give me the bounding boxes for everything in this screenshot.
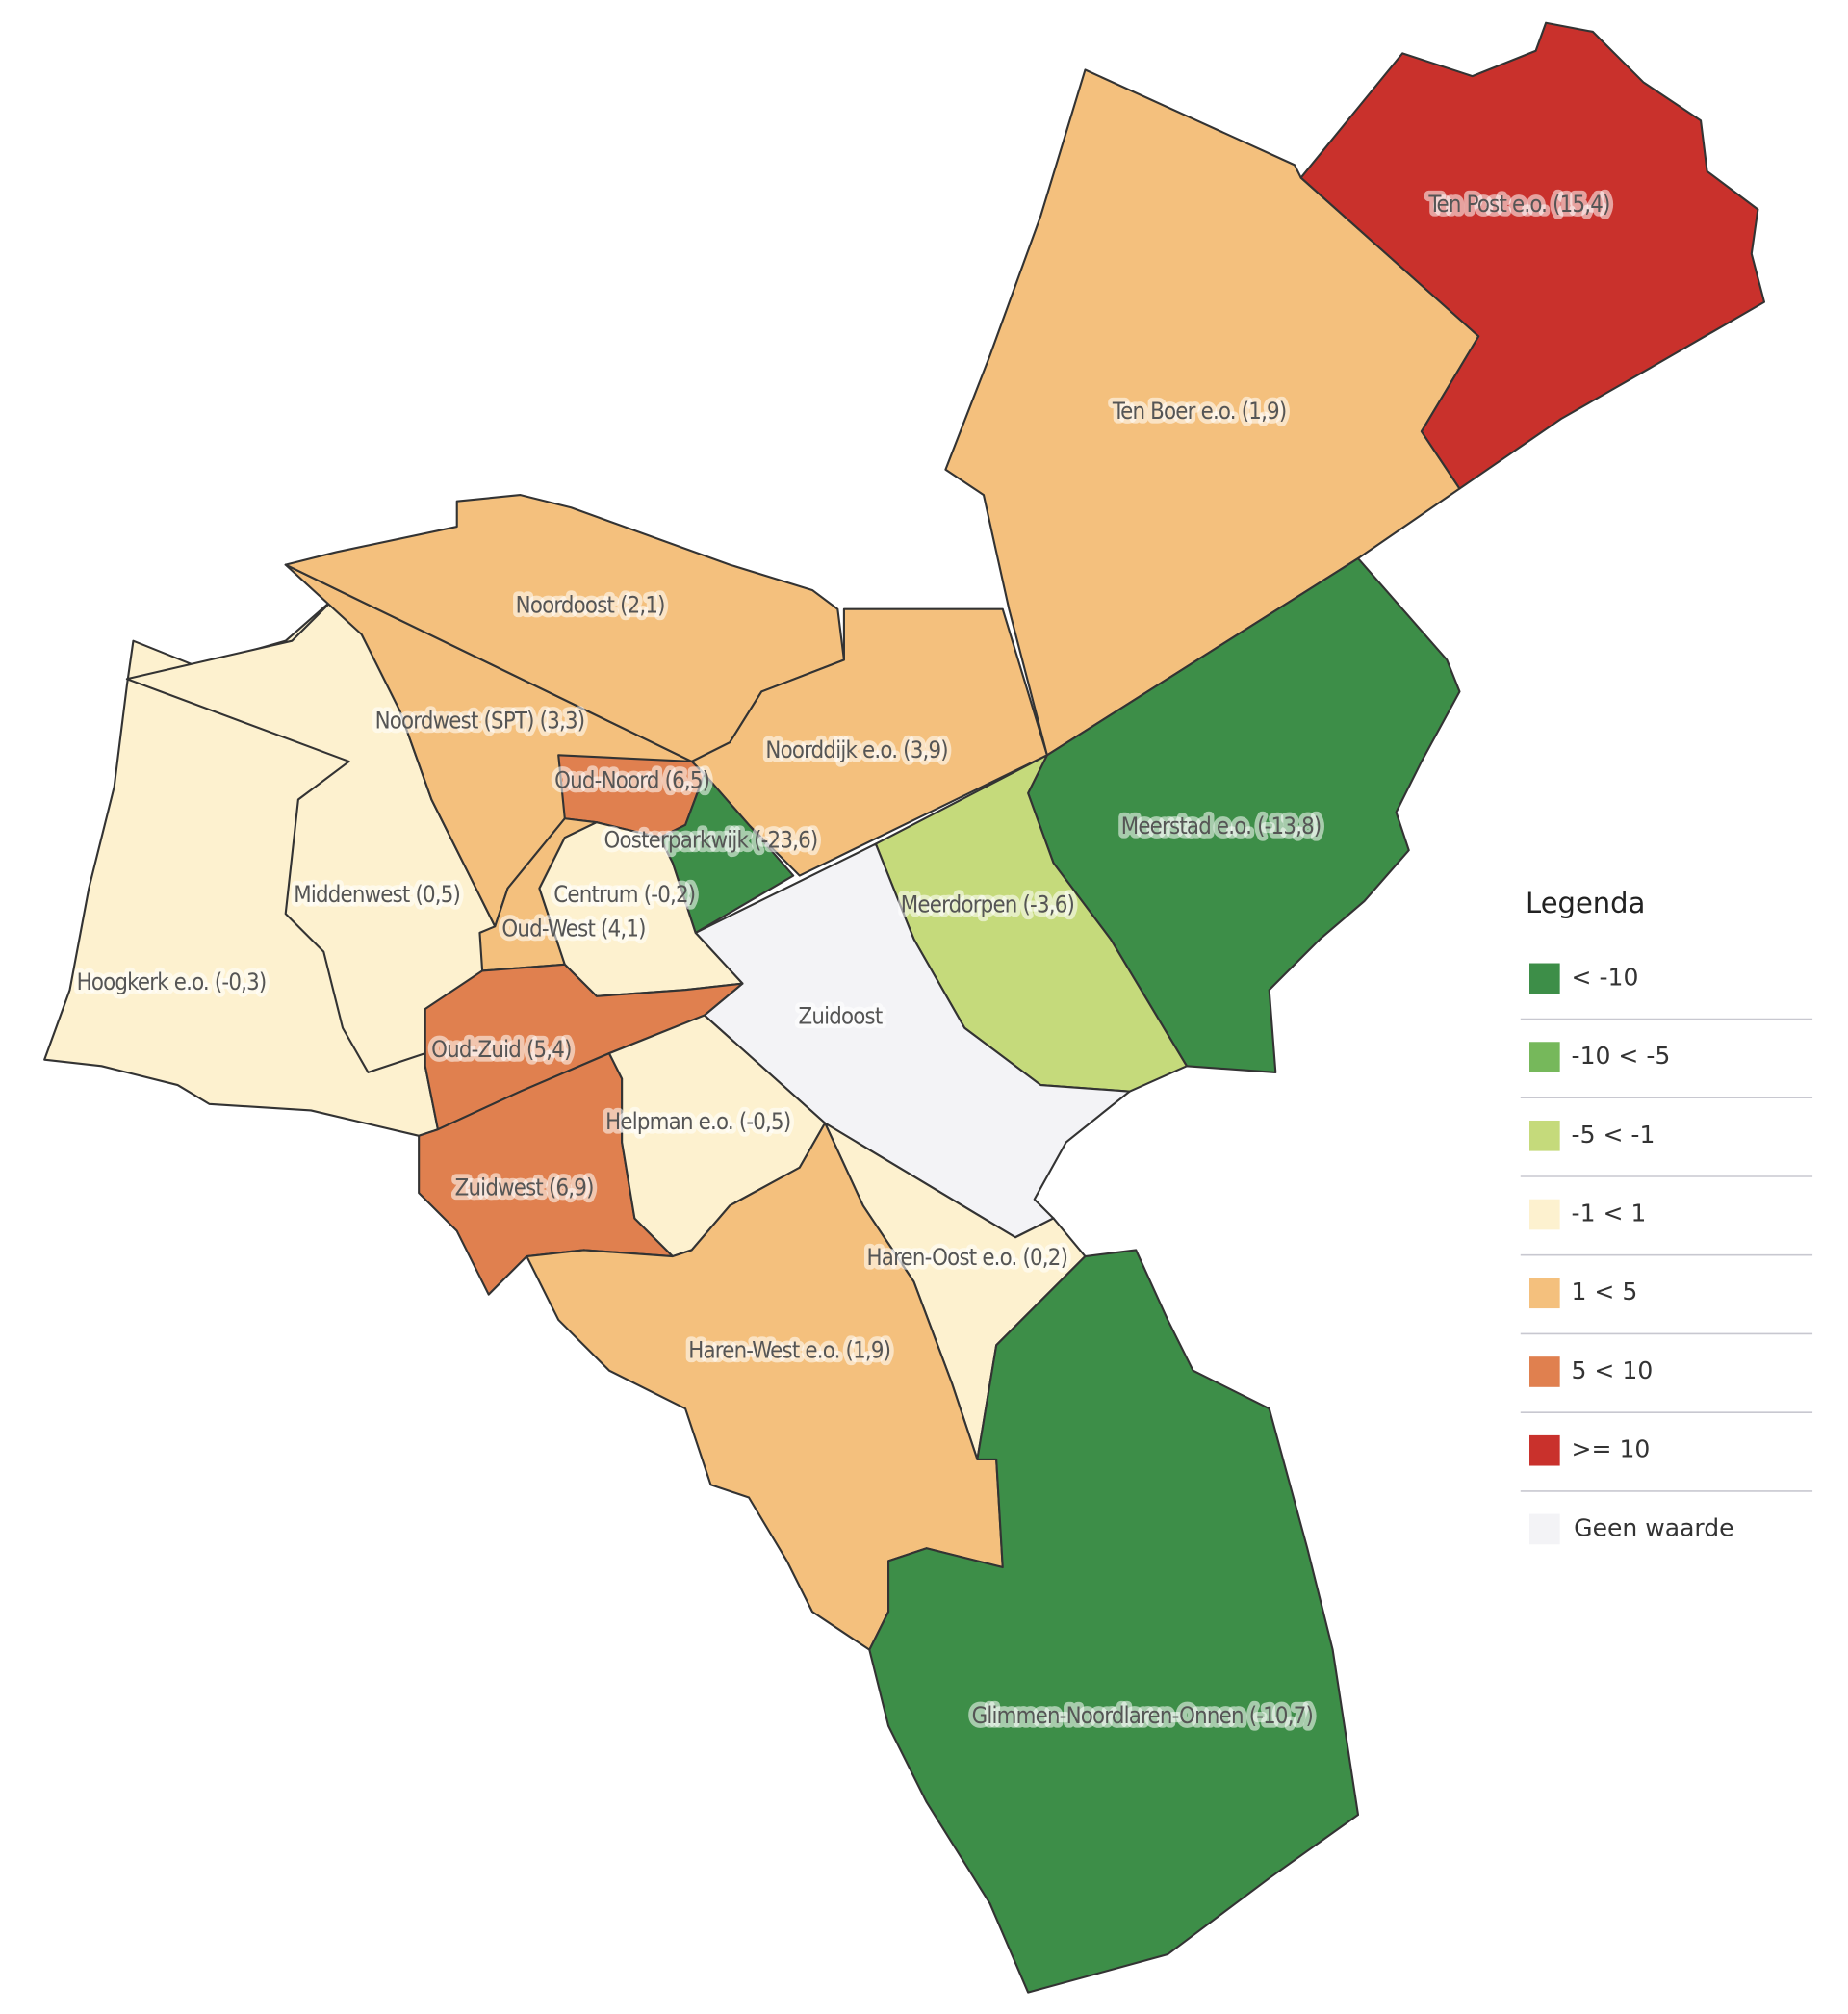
legend-swatch	[1529, 1120, 1560, 1151]
legend-swatch	[1529, 963, 1560, 994]
region-label: Oosterparkwijk (-23,6)	[604, 826, 818, 853]
region-label: Oud-Noord (6,5)	[554, 767, 709, 794]
legend-label: -5 < -1	[1572, 1121, 1656, 1149]
legend-swatch	[1529, 1278, 1560, 1309]
region-label: Meerstad e.o. (-13,8)	[1121, 813, 1322, 839]
region-label: Centrum (-0,2)	[553, 881, 695, 908]
legend-swatch	[1529, 1042, 1560, 1072]
region-label: Noordwest (SPT) (3,3)	[375, 708, 585, 735]
legend-label: Geen waarde	[1574, 1513, 1733, 1541]
legend-label: 5 < 10	[1572, 1356, 1654, 1384]
legend-label: < -10	[1572, 963, 1639, 991]
legend-title: Legenda	[1526, 887, 1645, 919]
legend-label: -1 < 1	[1572, 1200, 1647, 1227]
legend-swatch	[1529, 1513, 1560, 1545]
legend-swatch	[1529, 1199, 1560, 1230]
region-label: Noorddijk e.o. (3,9)	[765, 736, 947, 763]
region-labels: Hoogkerk e.o. (-0,3) Middenwest (0,5) Noor…	[72, 186, 1615, 1733]
region-label: Helpman e.o. (-0,5)	[605, 1108, 790, 1135]
region-label: Meerdorpen (-3,6)	[901, 891, 1074, 918]
region-label: Ten Boer e.o. (1,9)	[1112, 398, 1286, 425]
region-label: Zuidwest (6,9)	[455, 1175, 594, 1201]
region-label: Haren-Oost e.o. (0,2)	[867, 1244, 1068, 1271]
legend-label: >= 10	[1572, 1435, 1651, 1463]
region-label: Oud-West (4,1)	[501, 916, 645, 942]
region-label: Oud-Zuid (5,4)	[431, 1036, 572, 1063]
legend-swatch	[1529, 1356, 1560, 1387]
region	[424, 963, 744, 1131]
region-label: Middenwest (0,5)	[294, 881, 460, 908]
regions	[43, 21, 1766, 1994]
region-label: Ten Post e.o. (15,4)	[1427, 191, 1609, 218]
region-label: Haren-West e.o. (1,9)	[688, 1336, 890, 1363]
region-label: Hoogkerk e.o. (-0,3)	[77, 968, 267, 995]
region	[1299, 21, 1766, 490]
legend: Legenda < -10 -10 < -5 -5 < -1 -1 < 1 1 < 5 5…	[1520, 887, 1813, 1545]
region-label: Noordoost (2,1)	[516, 592, 665, 619]
legend-swatch	[1529, 1434, 1560, 1466]
region-label: Zuidoost	[799, 1003, 883, 1030]
region-label: Glimmen-Noordlaren-Onnen (-10,7)	[972, 1702, 1313, 1729]
region	[868, 1249, 1360, 1994]
legend-label: 1 < 5	[1572, 1278, 1638, 1305]
legend-label: -10 < -5	[1572, 1042, 1671, 1070]
